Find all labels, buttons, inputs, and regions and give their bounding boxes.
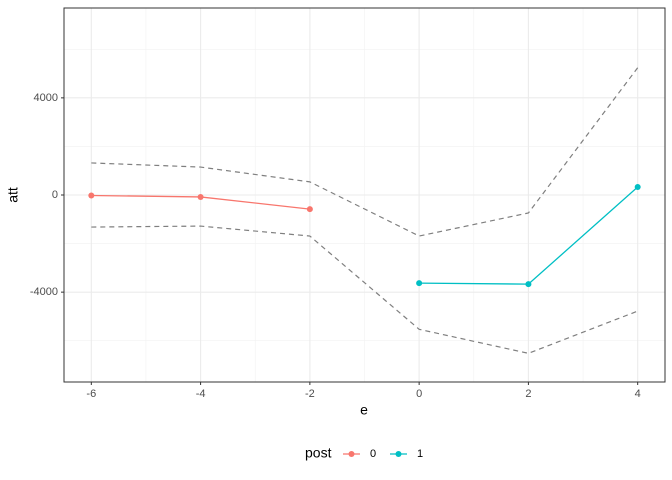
x-tick-label: -4 — [196, 388, 206, 400]
legend-label: 1 — [417, 448, 423, 460]
point — [197, 193, 204, 200]
point — [306, 206, 313, 213]
panel-border — [63, 7, 666, 383]
x-tick-label: -2 — [305, 388, 315, 400]
point — [416, 280, 423, 287]
point — [88, 192, 95, 199]
confidence-band — [91, 67, 639, 237]
legend-title: post — [305, 445, 332, 461]
x-tick-label: 0 — [416, 388, 422, 400]
point — [634, 183, 641, 190]
x-tick-label: -6 — [86, 388, 96, 400]
x-tick-label: 4 — [635, 388, 641, 400]
y-tick-label: -4000 — [30, 286, 58, 298]
legend-key — [395, 451, 402, 457]
x-axis-label: e — [360, 402, 368, 418]
legend-key — [348, 451, 355, 457]
y-axis-label: att — [5, 187, 21, 203]
confidence-band — [91, 225, 638, 354]
legend-label: 0 — [370, 448, 376, 460]
y-tick-label: 0 — [52, 189, 58, 201]
y-tick-label: 4000 — [34, 92, 58, 104]
point — [525, 281, 532, 288]
x-tick-label: 2 — [525, 388, 531, 400]
